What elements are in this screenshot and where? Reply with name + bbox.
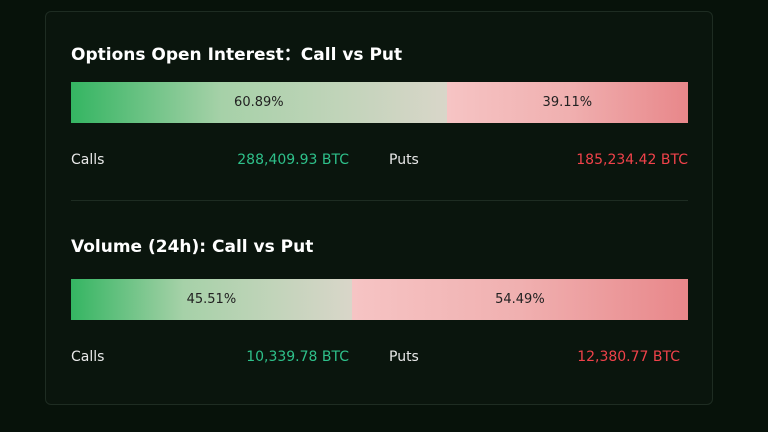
calls-label: Calls — [71, 349, 105, 365]
puts-segment: 39.11% — [446, 82, 688, 123]
section-title: Volume (24h): Call vs Put — [71, 237, 314, 257]
puts-percent: 54.49% — [495, 292, 545, 307]
calls-label: Calls — [71, 152, 105, 168]
puts-amount: 185,234.42 BTC — [576, 152, 688, 168]
card: Options Open Interest：Call vs Put 60.89% 3… — [45, 11, 713, 405]
calls-segment: 45.51% — [71, 279, 352, 320]
calls-segment: 60.89% — [71, 82, 447, 123]
puts-amount: 12,380.77 BTC — [577, 349, 680, 365]
calls-amount: 288,409.93 BTC — [237, 152, 349, 168]
calls-percent: 45.51% — [186, 292, 237, 307]
section-title: Options Open Interest：Call vs Put — [71, 45, 403, 65]
puts-percent: 39.11% — [542, 95, 593, 110]
ratio-bar: 60.89% 39.11% — [71, 82, 688, 123]
puts-label: Puts — [389, 349, 419, 365]
puts-segment: 54.49% — [351, 279, 688, 320]
puts-label: Puts — [389, 152, 419, 168]
calls-amount: 10,339.78 BTC — [246, 349, 349, 365]
calls-percent: 60.89% — [234, 95, 284, 110]
ratio-bar: 45.51% 54.49% — [71, 279, 688, 320]
divider — [71, 200, 688, 201]
